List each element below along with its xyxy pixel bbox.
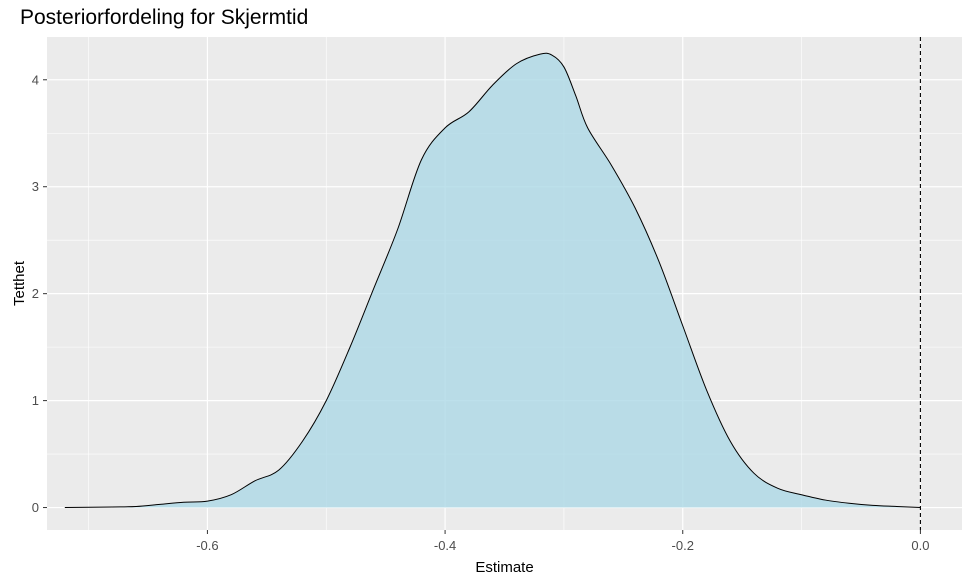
x-tick-label: -0.4 bbox=[434, 538, 456, 553]
density-line bbox=[64, 52, 921, 509]
density-area bbox=[64, 53, 921, 508]
x-axis: -0.6 -0.4 -0.2 0.0 bbox=[196, 530, 929, 553]
y-tick-label: 0 bbox=[32, 500, 39, 515]
y-tick-label: 3 bbox=[32, 179, 39, 194]
x-tick-label: -0.6 bbox=[196, 538, 218, 553]
x-tick-label: 0.0 bbox=[911, 538, 929, 553]
x-axis-title: Estimate bbox=[475, 559, 533, 576]
y-axis: 0 1 2 3 4 bbox=[32, 72, 47, 515]
chart-title: Posteriorfordeling for Skjermtid bbox=[20, 6, 309, 29]
y-tick-label: 4 bbox=[32, 72, 39, 87]
y-tick-label: 1 bbox=[32, 393, 39, 408]
x-tick-label: -0.2 bbox=[672, 538, 694, 553]
y-axis-title: Tetthet bbox=[11, 260, 28, 306]
y-tick-label: 2 bbox=[32, 286, 39, 301]
